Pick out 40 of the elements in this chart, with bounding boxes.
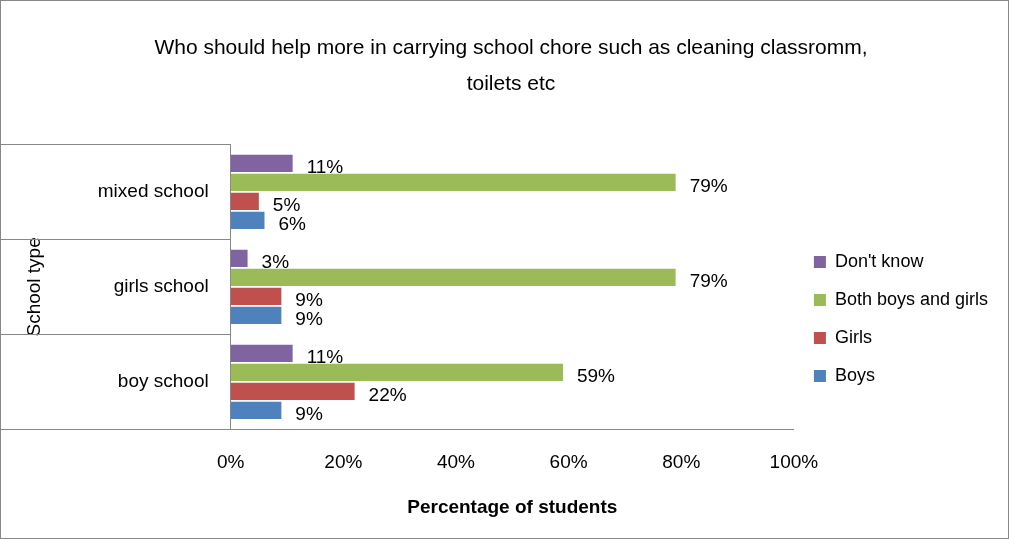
data-label: 11%	[306, 345, 344, 367]
data-label: 22%	[368, 383, 407, 405]
bar	[230, 287, 282, 305]
bar	[230, 249, 248, 267]
x-axis-title: Percentage of students	[407, 495, 618, 517]
data-label: 6%	[278, 212, 307, 234]
x-tick-label: 40%	[436, 451, 476, 473]
legend-label: Don't know	[834, 250, 925, 271]
y-tick-label: girls school	[113, 275, 209, 297]
data-label: 11%	[306, 155, 344, 177]
data-label: 9%	[295, 307, 323, 329]
legend-label: Boys	[834, 364, 875, 385]
bar	[230, 192, 259, 210]
legend-label: Both boys and girls	[834, 288, 989, 309]
bar	[230, 363, 563, 381]
x-tick-label: 20%	[324, 451, 363, 473]
y-tick-label: mixed school	[97, 180, 209, 202]
bar	[230, 401, 282, 419]
data-label: 79%	[689, 174, 728, 196]
bar	[230, 382, 355, 400]
data-label: 3%	[261, 250, 290, 272]
y-tick-label: boy school	[117, 370, 209, 392]
x-tick-label: 100%	[769, 451, 819, 473]
bar	[230, 306, 282, 324]
x-tick-label: 60%	[549, 451, 588, 473]
data-label: 59%	[576, 364, 616, 386]
bar	[230, 154, 293, 172]
bar	[230, 268, 676, 286]
data-label: 9%	[295, 288, 323, 310]
bar	[230, 173, 676, 191]
data-label: 9%	[295, 402, 323, 424]
y-axis-title: School type	[22, 237, 44, 337]
legend-label: Girls	[834, 326, 872, 347]
x-tick-label: 80%	[662, 451, 701, 473]
data-label: 79%	[689, 269, 728, 291]
bar	[230, 211, 265, 229]
data-label: 5%	[272, 193, 301, 215]
bar	[230, 344, 293, 362]
x-tick-label: 0%	[216, 451, 245, 473]
chart-title: Who should help more in carrying school chore such as cleaning classromm, toilets etc	[153, 34, 869, 96]
